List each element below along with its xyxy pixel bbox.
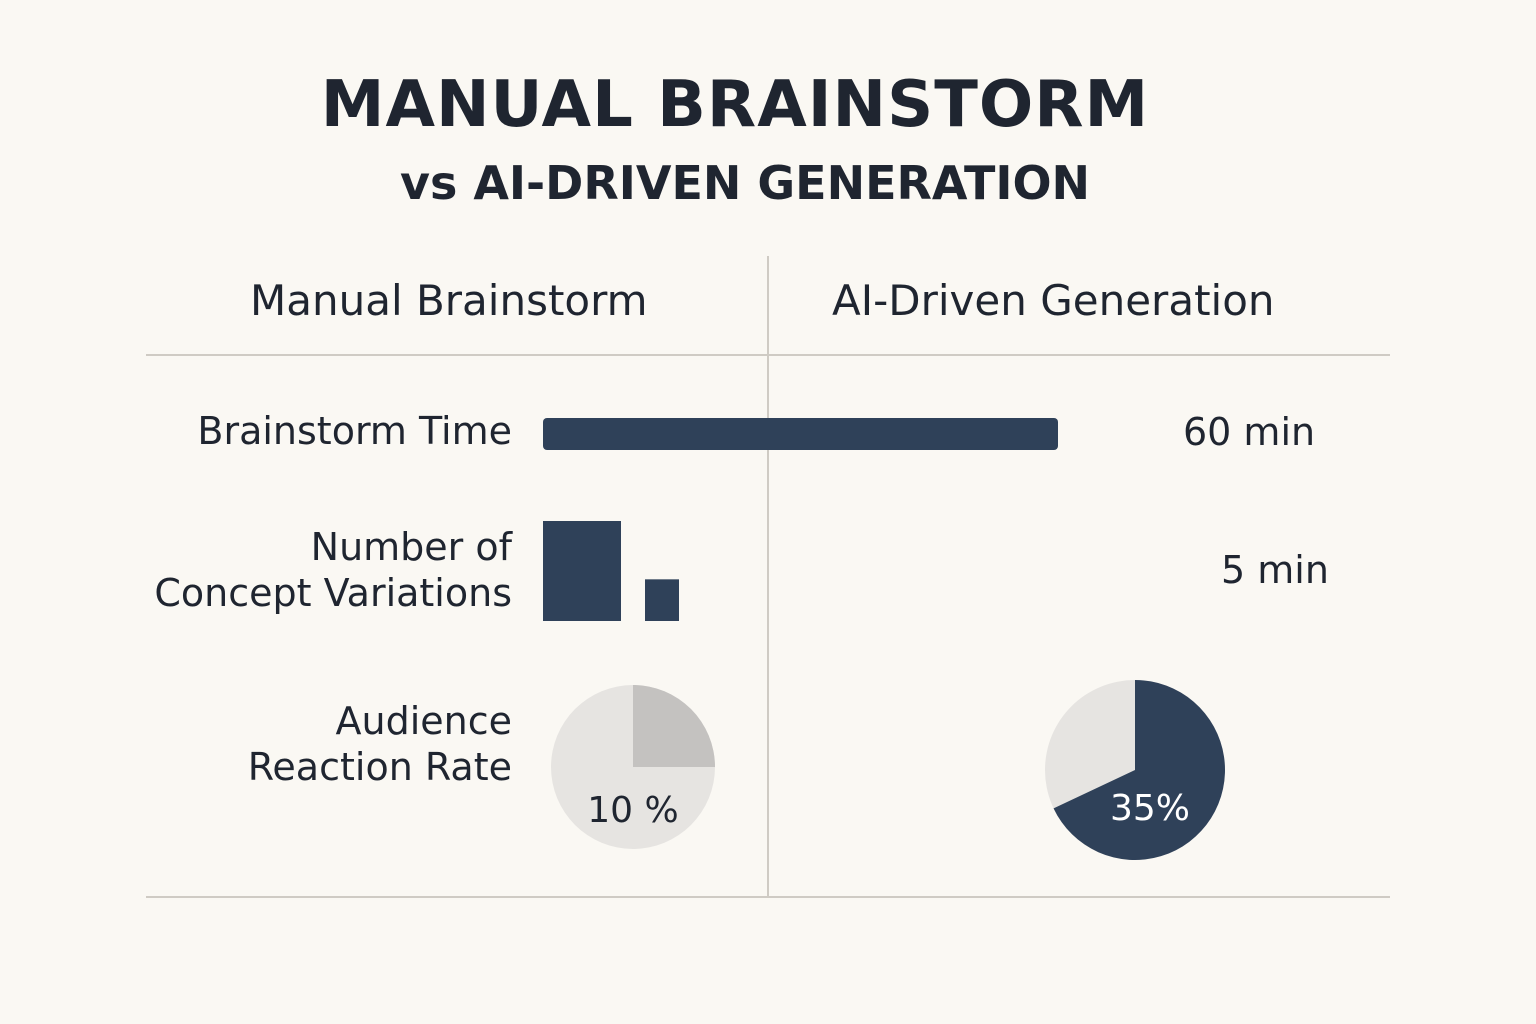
column-divider — [767, 256, 769, 896]
value-label-concept-variations: 5 min — [1221, 548, 1329, 592]
pie-ai-value-label: 35% — [1110, 788, 1190, 829]
row-label-line: Reaction Rate — [247, 745, 512, 789]
bar-concept-variations-ai — [645, 579, 679, 621]
pie-manual-reaction: 10 % — [551, 685, 715, 849]
row-label-concept-variations: Number of Concept Variations — [154, 524, 512, 616]
row-label-line: Number of — [310, 525, 512, 569]
chart-title: MANUAL BRAINSTORM — [320, 68, 1150, 142]
bar-concept-variations-manual — [543, 521, 621, 621]
row-label-line: Concept Variations — [154, 571, 512, 615]
column-header-manual: Manual Brainstorm — [250, 276, 648, 325]
pie-manual-value-label: 10 % — [587, 790, 678, 831]
pie-manual-highlight-slice — [633, 685, 715, 767]
row-label-brainstorm-time: Brainstorm Time — [197, 409, 512, 453]
value-label-brainstorm-time: 60 min — [1183, 410, 1316, 454]
row-label-line: Audience — [335, 699, 513, 743]
pie-ai-highlight-slice — [1053, 680, 1225, 860]
row-label-audience-reaction: Audience Reaction Rate — [248, 698, 512, 790]
column-header-ai: AI-Driven Generation — [832, 276, 1275, 325]
pie-ai-reaction: 35% — [1045, 680, 1225, 860]
bar-brainstorm-time — [543, 418, 1058, 450]
chart-subtitle: vs AI-DRIVEN GENERATION — [399, 156, 1091, 210]
bottom-divider — [146, 896, 1390, 898]
